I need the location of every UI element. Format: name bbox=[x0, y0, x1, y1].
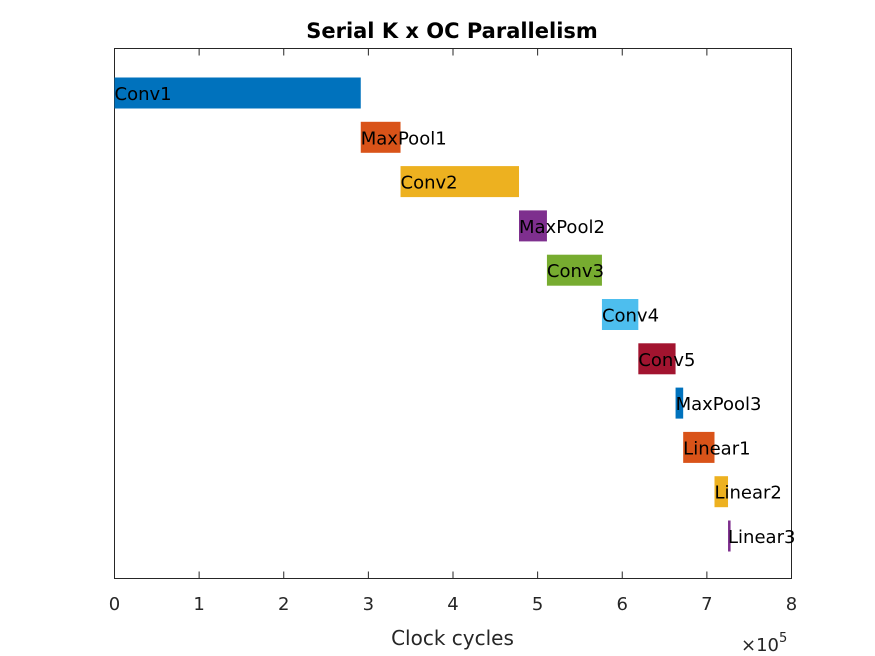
bar-conv1 bbox=[114, 77, 361, 109]
plot-area bbox=[114, 48, 792, 579]
x-tick-label-8: 8 bbox=[786, 594, 797, 615]
bar-conv3 bbox=[546, 254, 602, 286]
chart-title: Serial K x OC Parallelism bbox=[306, 19, 598, 43]
bar-conv4 bbox=[601, 299, 639, 330]
bar-label-linear3: Linear3 bbox=[728, 527, 795, 548]
bar-maxpool2 bbox=[519, 210, 547, 242]
bar-linear1 bbox=[683, 431, 715, 463]
bar-linear3 bbox=[728, 520, 731, 552]
bar-linear2 bbox=[714, 476, 729, 508]
x-tick-label-0: 0 bbox=[109, 594, 120, 615]
bar-label-conv5: Conv5 bbox=[638, 350, 695, 371]
bar-maxpool3 bbox=[675, 387, 684, 419]
bar-conv5 bbox=[638, 343, 676, 375]
x-tick-label-2: 2 bbox=[278, 594, 289, 615]
x-exponent-multiplier: ×105 bbox=[741, 631, 787, 656]
bar-label-conv3: Conv3 bbox=[547, 261, 604, 282]
bar-label-conv2: Conv2 bbox=[401, 173, 458, 194]
bar-labels-group: Conv1 MaxPool1 Conv2 MaxPool2 Conv3 Conv4 Conv… bbox=[115, 84, 796, 548]
bar-conv2 bbox=[400, 166, 520, 198]
x-exponent-base: ×10 bbox=[741, 635, 779, 656]
bar-label-maxpool2: MaxPool2 bbox=[519, 217, 605, 238]
x-ticks-group: 0 1 2 3 4 5 6 7 8 bbox=[109, 48, 797, 615]
x-exponent-power: 5 bbox=[779, 631, 787, 646]
x-axis-label: Clock cycles bbox=[391, 626, 514, 650]
bar-label-maxpool1: MaxPool1 bbox=[361, 128, 447, 149]
x-tick-label-7: 7 bbox=[701, 594, 712, 615]
x-tick-label-4: 4 bbox=[447, 594, 458, 615]
bar-label-linear1: Linear1 bbox=[683, 438, 750, 459]
bar-label-conv1: Conv1 bbox=[115, 84, 172, 105]
bar-label-maxpool3: MaxPool3 bbox=[676, 394, 762, 415]
bar-maxpool1 bbox=[360, 121, 401, 153]
bars-group bbox=[114, 77, 731, 552]
bar-label-conv4: Conv4 bbox=[602, 306, 659, 327]
bar-label-linear2: Linear2 bbox=[714, 483, 781, 504]
x-tick-label-5: 5 bbox=[532, 594, 543, 615]
x-tick-label-3: 3 bbox=[363, 594, 374, 615]
x-tick-label-1: 1 bbox=[193, 594, 204, 615]
x-tick-label-6: 6 bbox=[617, 594, 628, 615]
